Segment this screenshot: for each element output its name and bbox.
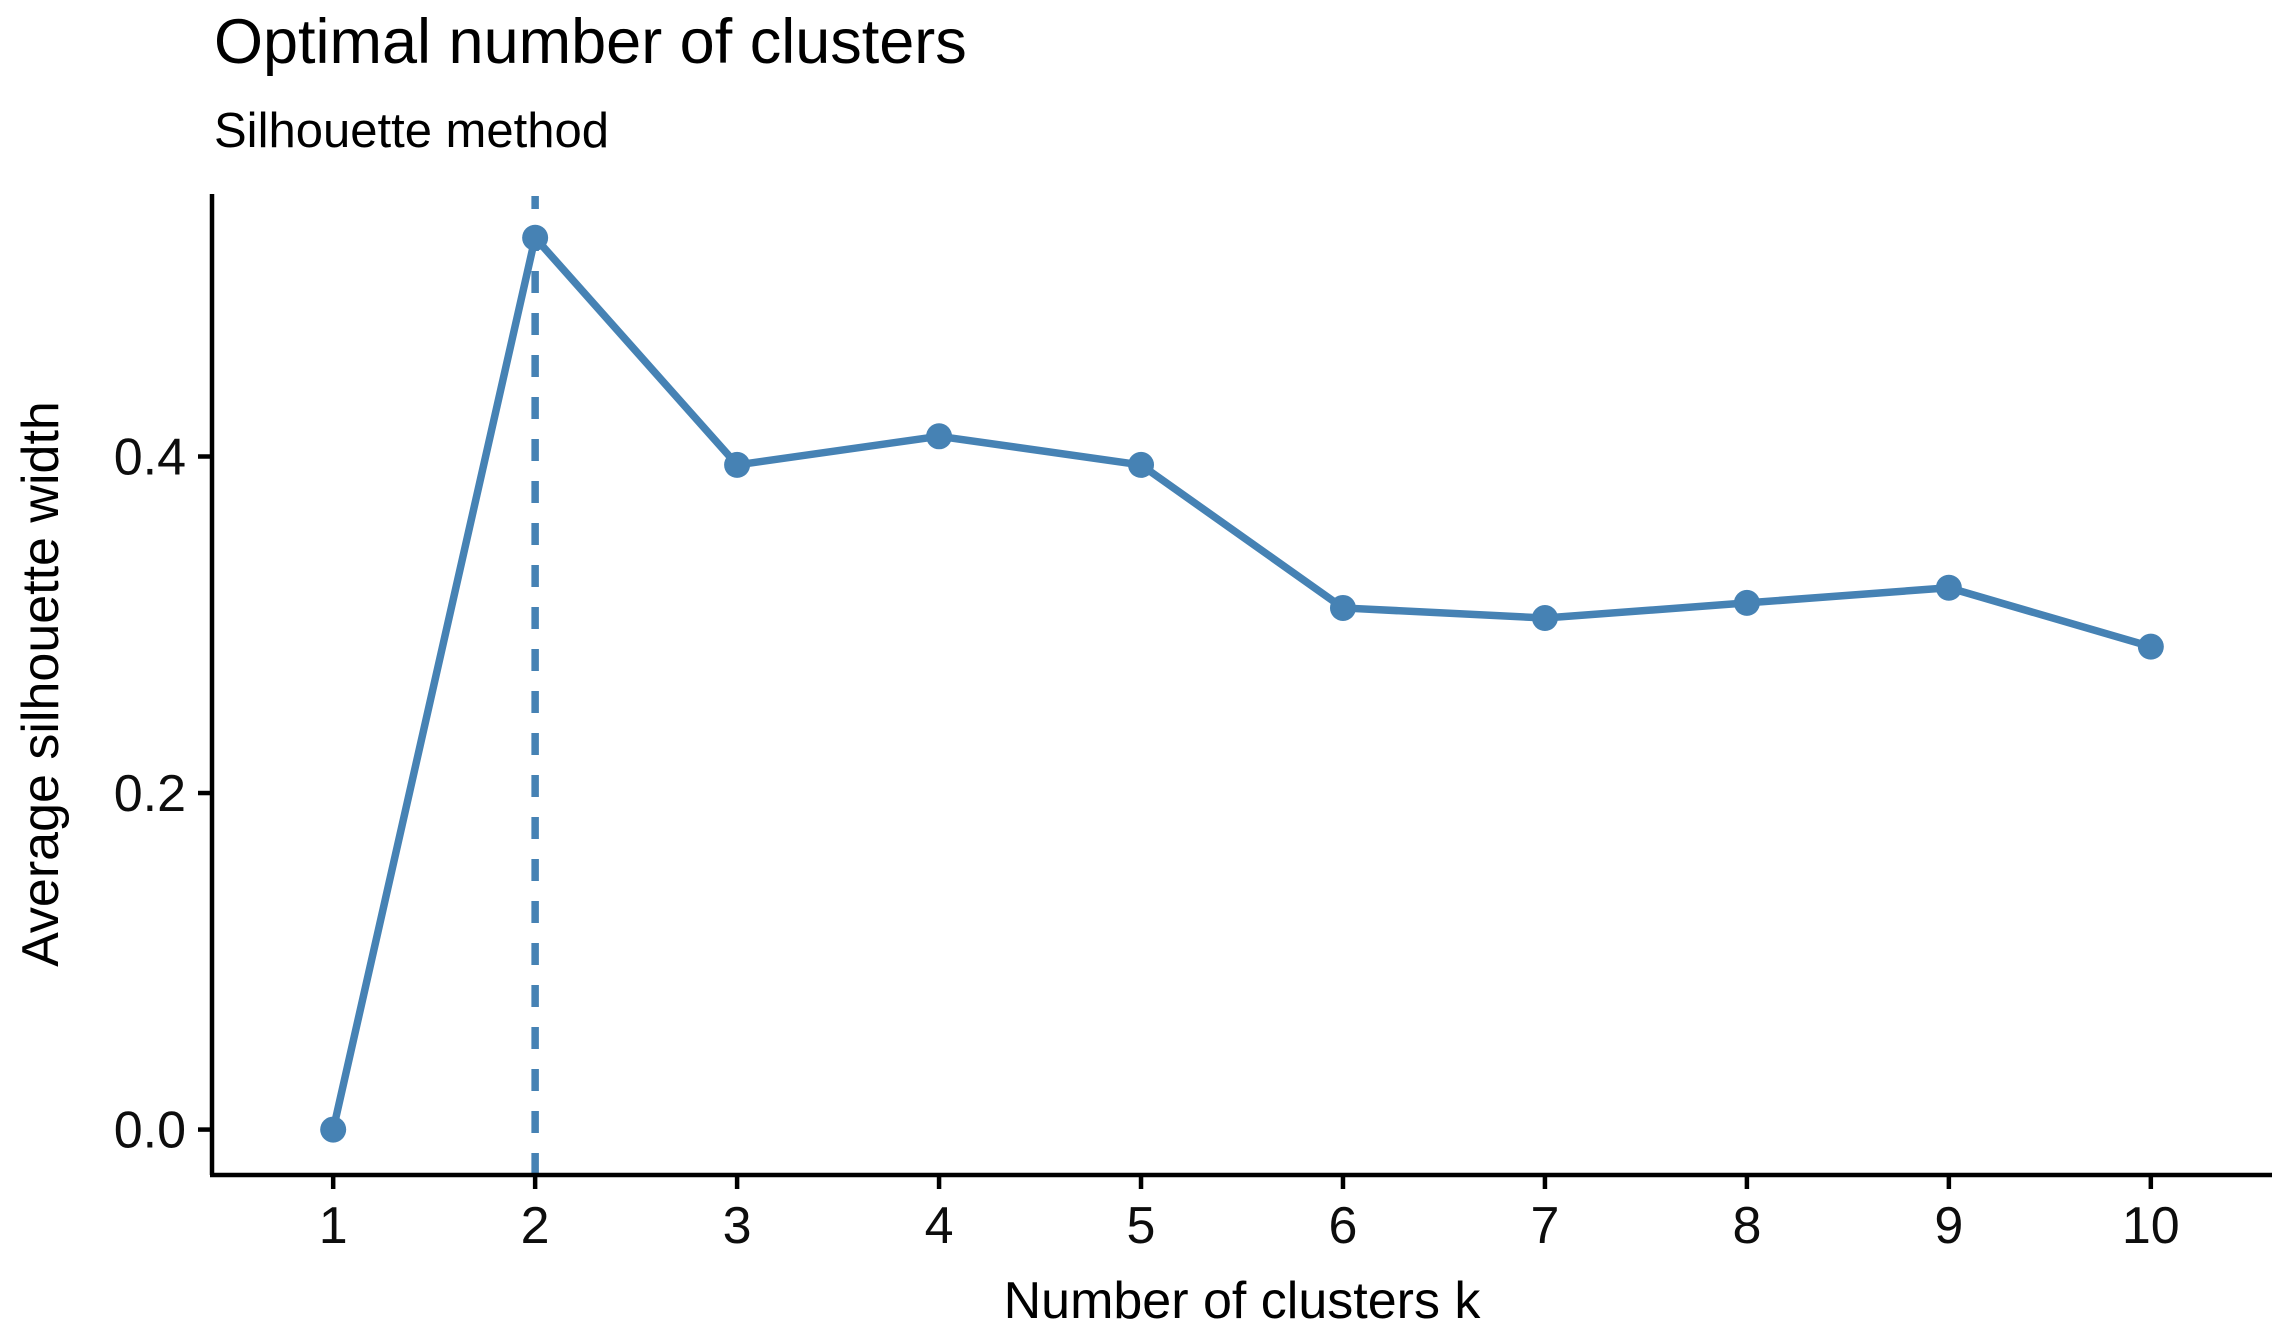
y-tick-label: 0.4 xyxy=(114,428,186,486)
axes-layer xyxy=(209,194,2272,1178)
x-tick-label: 9 xyxy=(1934,1197,1963,1255)
chart-subtitle: Silhouette method xyxy=(214,104,609,158)
x-axis-title: Number of clusters k xyxy=(1004,1272,1482,1330)
x-tick-label: 6 xyxy=(1329,1197,1358,1255)
x-tick-label: 7 xyxy=(1530,1197,1559,1255)
x-tick-label: 5 xyxy=(1127,1197,1156,1255)
x-tick-label: 10 xyxy=(2122,1197,2180,1255)
data-point-k1 xyxy=(320,1116,347,1143)
data-point-k5 xyxy=(1128,451,1155,478)
x-tick-label: 8 xyxy=(1732,1197,1761,1255)
x-tick-label: 4 xyxy=(925,1197,954,1255)
data-point-k10 xyxy=(2137,633,2164,660)
y-axis-title: Average silhouette width xyxy=(12,401,70,967)
data-point-k9 xyxy=(1935,574,1962,601)
data-point-k3 xyxy=(724,451,751,478)
tick-labels-layer: 1 2 3 4 5 6 7 8 9 10 0.0 0.2 0.4 xyxy=(114,428,2180,1255)
data-series-layer xyxy=(320,224,2164,1143)
x-tick-label: 3 xyxy=(723,1197,752,1255)
data-point-k7 xyxy=(1531,605,1558,632)
series-line xyxy=(329,233,2155,1134)
y-tick-label: 0.2 xyxy=(114,765,186,823)
x-tick-label: 1 xyxy=(319,1197,348,1255)
data-point-k6 xyxy=(1329,594,1356,621)
data-point-k2 xyxy=(522,224,549,251)
x-tick-label: 2 xyxy=(521,1197,550,1255)
chart-title: Optimal number of clusters xyxy=(214,7,967,77)
data-point-k8 xyxy=(1733,589,1760,616)
tick-marks-layer xyxy=(198,454,2154,1189)
y-tick-label: 0.0 xyxy=(114,1102,186,1160)
data-point-k4 xyxy=(926,423,953,450)
